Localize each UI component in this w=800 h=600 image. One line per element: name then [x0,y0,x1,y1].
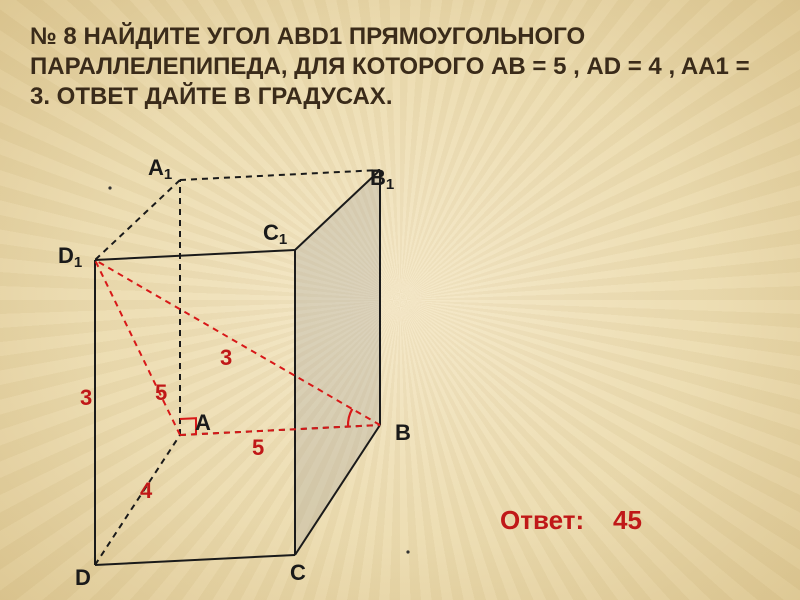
edge-length-label: 3 [220,345,232,370]
hidden-edge [95,180,180,260]
right-face-shade [295,170,380,555]
vertex-label-A: A [195,410,211,435]
answer-value: 45 [613,505,642,535]
hidden-edge [180,170,380,180]
vertex-label-B1: B1 [370,165,394,193]
dot-decor [108,186,111,189]
answer-block: Ответ: 45 [500,505,642,536]
edge-length-label: 4 [140,478,153,503]
edge-length-label: 5 [155,380,167,405]
vertex-label-C: C [290,560,306,585]
vertex-label-C1: C1 [263,220,287,248]
triangle-edge [95,260,180,435]
solid-edge [95,555,295,565]
slide-stage: № 8 НАЙДИТЕ УГОЛ ABD1 ПРЯМОУГОЛЬНОГО ПАР… [0,0,800,600]
vertex-label-A1: A1 [148,155,172,183]
right-angle-marker [180,418,196,434]
vertex-label-D: D [75,565,91,590]
dot-decor [406,550,409,553]
parallelepiped-diagram: DCABD1C1A1B135345 [0,0,800,600]
answer-label: Ответ: [500,505,584,535]
edge-length-label: 3 [80,385,92,410]
vertex-label-B: B [395,420,411,445]
solid-edge [95,250,295,260]
edge-length-label: 5 [252,435,264,460]
vertex-label-D1: D1 [58,243,82,271]
hidden-edge [95,435,180,565]
